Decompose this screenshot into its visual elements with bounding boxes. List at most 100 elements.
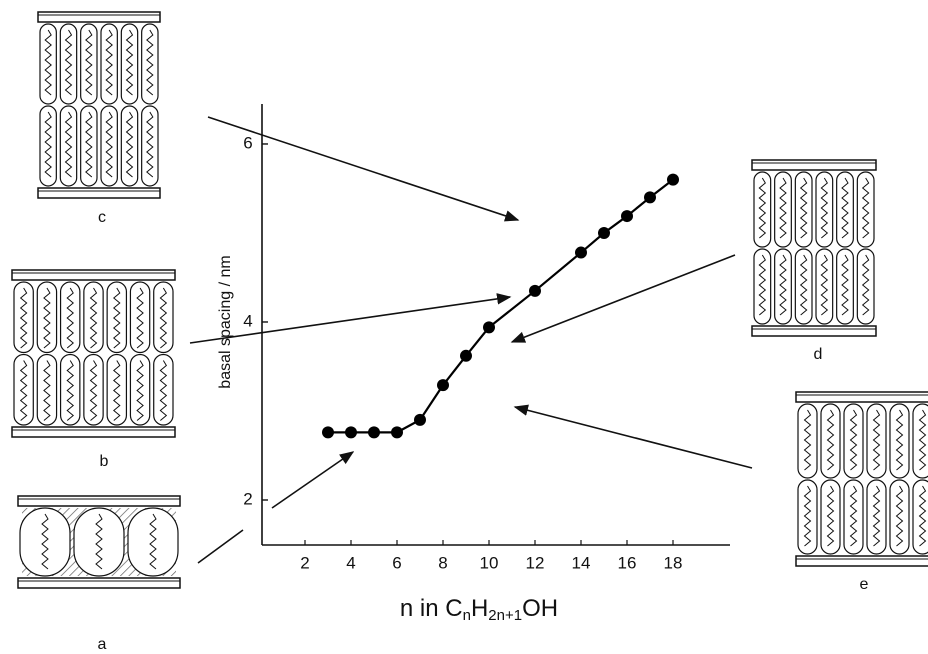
x-axis-label-part: OH <box>522 595 558 622</box>
alkyl-chain-loop <box>820 403 841 479</box>
alkyl-chain-loop <box>129 353 151 426</box>
alkyl-chain-loop <box>83 281 104 354</box>
data-point <box>460 349 472 362</box>
clay-plate <box>37 11 161 23</box>
alkyl-chain <box>19 287 28 349</box>
alkyl-chain-loop <box>856 171 875 248</box>
arrow <box>513 404 753 469</box>
clay-plate <box>37 187 161 199</box>
alkyl-chain <box>41 513 49 570</box>
clay-plate <box>751 159 877 171</box>
alkyl-chain <box>64 29 73 96</box>
alkyl-chain-loop <box>815 171 834 248</box>
alkyl-chain-loop <box>59 353 81 426</box>
alkyl-chain <box>43 360 51 421</box>
x-tick-label: 6 <box>392 553 401 572</box>
alkyl-chain <box>105 29 113 96</box>
alkyl-chain <box>841 177 849 239</box>
x-tick-label: 16 <box>618 553 637 572</box>
x-tick-label: 14 <box>572 553 591 572</box>
alkyl-chain-loop <box>153 353 174 426</box>
alkyl-chain-loop <box>59 105 78 187</box>
alkyl-chain-loop <box>83 353 104 426</box>
diagram-label: b <box>100 453 109 470</box>
alkyl-chain-loop <box>753 171 772 248</box>
data-point <box>575 246 587 259</box>
clay-plate <box>11 426 176 438</box>
alkyl-chain-loop <box>100 105 118 187</box>
x-tick-label: 12 <box>526 553 545 572</box>
clay-plate <box>795 391 928 403</box>
alkyl-chain-loop <box>836 171 854 248</box>
alkyl-chain-loop <box>820 479 841 555</box>
x-tick-label: 8 <box>438 553 447 572</box>
x-axis-label-part: n <box>463 607 471 624</box>
alkyl-chain-loop <box>106 353 128 426</box>
alkyl-chain <box>105 111 113 178</box>
data-point <box>345 426 357 439</box>
alkyl-chain <box>758 254 767 316</box>
diagram-label: c <box>98 209 106 226</box>
arrow <box>510 254 736 343</box>
alkyl-chain-loop <box>794 248 813 325</box>
alkyl-chain-loop <box>80 105 98 187</box>
x-axis-label: n in CnH2n+1OH <box>400 595 558 624</box>
alkyl-chain-loop <box>843 403 864 479</box>
alkyl-chain-loop <box>36 281 58 354</box>
x-tick-label: 4 <box>346 553 355 572</box>
alkyl-chain <box>820 254 829 316</box>
alkyl-chain <box>820 177 829 239</box>
alkyl-chain-loop <box>774 171 792 248</box>
alkyl-chain <box>89 360 98 421</box>
alkyl-chain <box>159 360 168 421</box>
alkyl-chain <box>861 254 870 316</box>
alkyl-chain <box>44 111 52 178</box>
alkyl-chain <box>159 287 168 349</box>
alkyl-chain-loop <box>797 479 818 555</box>
alkyl-chain <box>64 111 73 178</box>
alkyl-chain-loop <box>889 403 910 479</box>
alkyl-chain <box>146 111 154 178</box>
alkyl-chain-loop <box>39 105 57 187</box>
alkyl-chain <box>895 485 904 547</box>
alkyl-chain <box>146 29 154 96</box>
arrow <box>189 293 512 344</box>
alkyl-chain <box>95 513 103 570</box>
x-tick-label: 2 <box>300 553 309 572</box>
data-point <box>621 210 633 223</box>
alkyl-chain <box>44 29 52 96</box>
alkyl-chain-loop <box>794 171 813 248</box>
alkyl-chain-loop <box>100 23 118 105</box>
alkyl-chain <box>136 287 144 349</box>
data-point <box>391 426 403 439</box>
alkyl-chain <box>149 513 157 570</box>
y-tick-label: 6 <box>243 133 252 152</box>
layer-diagram <box>37 11 161 199</box>
alkyl-chain <box>826 485 835 547</box>
alkyl-chain-loop <box>13 353 34 426</box>
layer-diagram <box>795 391 928 567</box>
data-point <box>368 426 380 439</box>
alkyl-chain-loop <box>856 248 875 325</box>
alkyl-chain <box>861 177 870 239</box>
alkyl-chain <box>758 177 767 239</box>
alkyl-chain <box>895 409 904 471</box>
arrow <box>197 529 244 564</box>
alkyl-chain <box>85 29 93 96</box>
alkyl-chain <box>799 254 808 316</box>
alkyl-chain <box>43 287 51 349</box>
alkyl-chain-loop <box>120 23 139 105</box>
alkyl-chain <box>136 360 144 421</box>
data-point <box>483 321 495 334</box>
x-axis-label-part: 2n+1 <box>488 607 522 624</box>
alkyl-chain-loop <box>753 248 772 325</box>
data-point <box>529 284 541 297</box>
arrows <box>189 116 753 564</box>
alkyl-chain-loop <box>80 23 98 105</box>
diagram-label: a <box>98 636 107 653</box>
alkyl-chain <box>125 111 134 178</box>
y-tick-label: 4 <box>243 311 252 330</box>
alkyl-chain <box>113 360 121 421</box>
alkyl-chain <box>85 111 93 178</box>
